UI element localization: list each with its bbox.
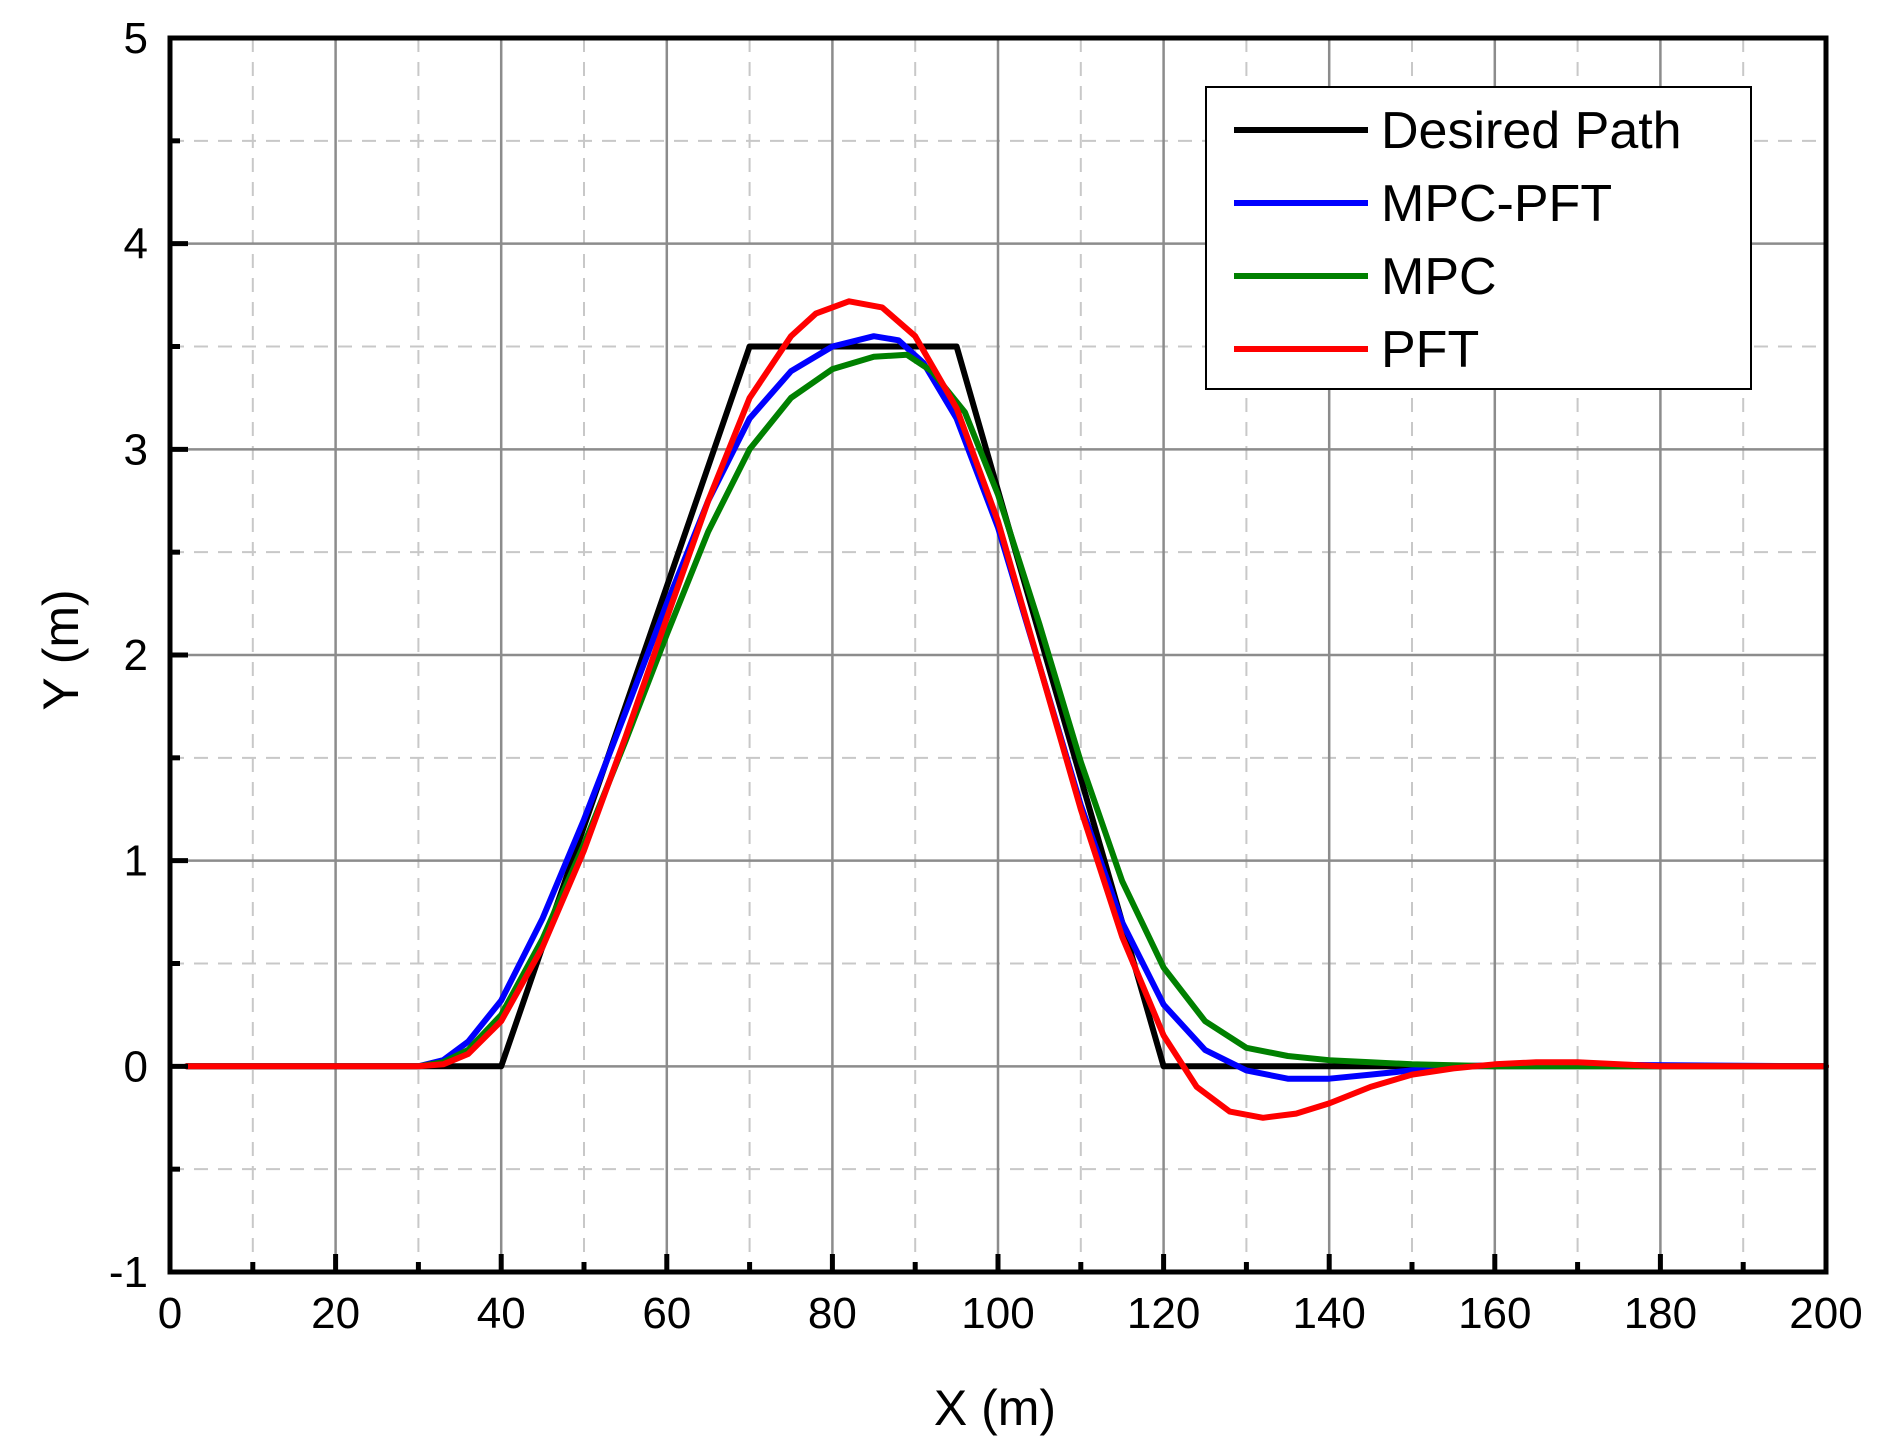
x-tick-label: 40 — [477, 1289, 526, 1338]
x-tick-label: 60 — [642, 1289, 691, 1338]
x-tick-label: 100 — [961, 1289, 1034, 1338]
x-tick-label: 200 — [1789, 1289, 1862, 1338]
series-group — [183, 298, 1829, 1121]
y-tick-labels: -1 0 1 2 3 4 5 — [109, 14, 148, 1297]
axis-ticks — [167, 35, 1829, 1275]
series-line-mpc — [183, 351, 1829, 1070]
legend-box — [1205, 86, 1752, 390]
legend: Desired Path MPC-PFT MPC PFT — [1205, 86, 1752, 390]
y-tick-label: 5 — [124, 14, 148, 63]
legend-label: MPC — [1381, 248, 1497, 306]
x-tick-labels: 0 20 40 60 80 100 120 140 160 180 200 — [158, 1289, 1863, 1338]
x-tick-label: 0 — [158, 1289, 182, 1338]
legend-label: PFT — [1381, 321, 1479, 379]
series-line-mpc-pft — [183, 333, 1829, 1082]
series-line-desired-path — [183, 343, 1829, 1070]
y-tick-label: -1 — [109, 1248, 148, 1297]
x-tick-label: 180 — [1624, 1289, 1697, 1338]
x-tick-label: 80 — [808, 1289, 857, 1338]
y-tick-label: 2 — [124, 631, 148, 680]
x-tick-label: 160 — [1458, 1289, 1531, 1338]
x-tick-label: 20 — [311, 1289, 360, 1338]
x-tick-label: 120 — [1127, 1289, 1200, 1338]
y-axis-title: Y (m) — [33, 589, 89, 710]
y-tick-label: 3 — [124, 425, 148, 474]
legend-label: MPC-PFT — [1381, 175, 1612, 233]
legend-label: Desired Path — [1381, 102, 1682, 160]
x-tick-label: 140 — [1292, 1289, 1365, 1338]
x-axis-title: X (m) — [934, 1380, 1056, 1436]
y-tick-label: 0 — [124, 1042, 148, 1091]
y-tick-label: 1 — [124, 837, 148, 886]
series-line-pft — [183, 298, 1829, 1121]
y-tick-label: 4 — [124, 220, 148, 269]
